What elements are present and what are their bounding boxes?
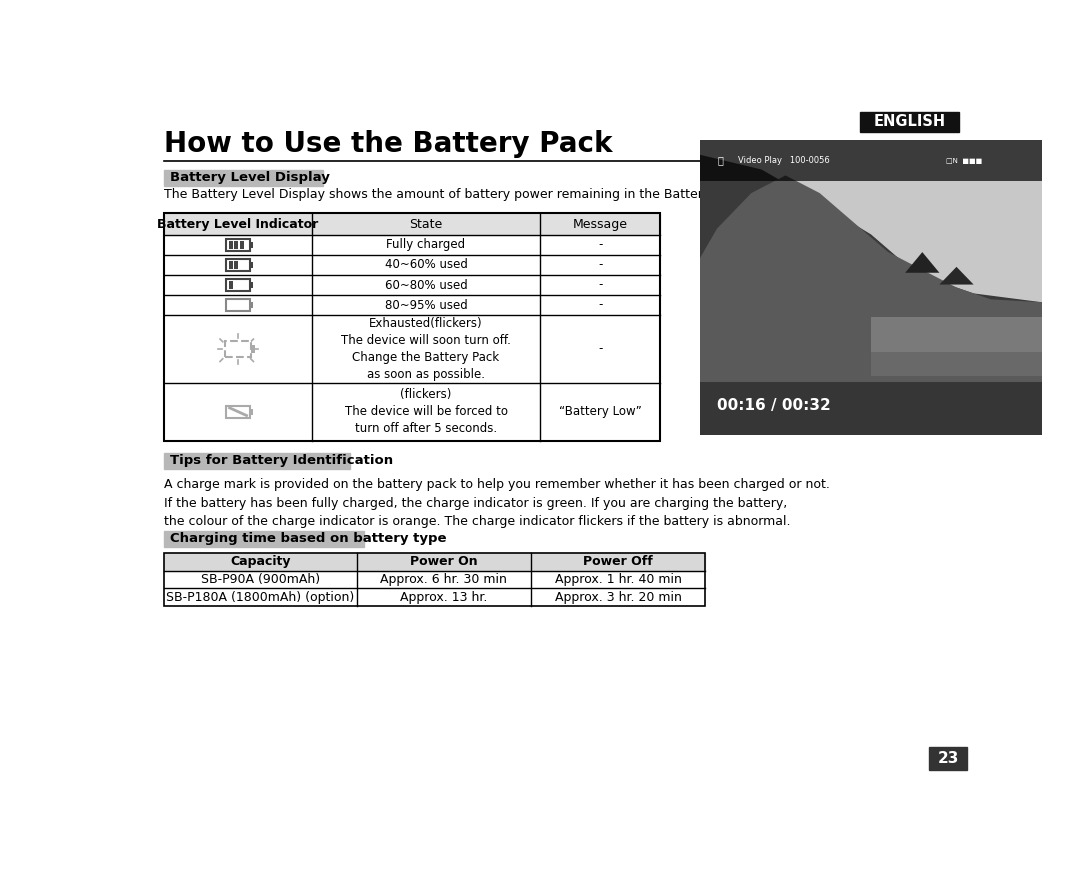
Bar: [249, 408, 253, 414]
Bar: [164, 213, 661, 441]
Text: Fully charged: Fully charged: [387, 238, 465, 252]
Text: 80~95% used: 80~95% used: [384, 298, 468, 312]
Bar: [700, 140, 1042, 317]
Polygon shape: [905, 252, 940, 273]
Bar: [164, 553, 705, 606]
Bar: [164, 531, 364, 546]
Text: 00:16 / 00:32: 00:16 / 00:32: [717, 398, 831, 413]
Text: How to Use the Battery Pack: How to Use the Battery Pack: [164, 130, 613, 158]
Bar: [234, 241, 238, 249]
Bar: [870, 317, 1042, 352]
Bar: [229, 281, 232, 289]
Text: 40~60% used: 40~60% used: [384, 259, 468, 272]
Text: □N  ■■■: □N ■■■: [946, 158, 983, 164]
Text: -: -: [598, 298, 603, 312]
Bar: [249, 242, 253, 248]
Text: ⦾: ⦾: [717, 156, 723, 165]
Polygon shape: [700, 175, 1042, 435]
Text: SB-P180A (1800mAh) (option): SB-P180A (1800mAh) (option): [166, 590, 354, 604]
Text: State: State: [409, 217, 443, 231]
Text: Battery Level Indicator: Battery Level Indicator: [158, 217, 319, 231]
Text: Power On: Power On: [410, 555, 477, 568]
Bar: [227, 299, 249, 312]
Text: Battery Level Display: Battery Level Display: [170, 171, 329, 184]
Text: Tips for Battery Identification: Tips for Battery Identification: [170, 454, 393, 467]
Bar: [164, 553, 705, 570]
Bar: [860, 112, 959, 132]
Bar: [225, 341, 252, 356]
Bar: [700, 140, 1042, 181]
Text: “Battery Low”: “Battery Low”: [559, 405, 642, 418]
Text: Approx. 3 hr. 20 min: Approx. 3 hr. 20 min: [555, 590, 681, 604]
Text: Capacity: Capacity: [230, 555, 291, 568]
Text: -: -: [598, 278, 603, 291]
Bar: [164, 170, 323, 186]
Text: Approx. 13 hr.: Approx. 13 hr.: [401, 590, 487, 604]
Bar: [700, 382, 1042, 435]
Text: ENGLISH: ENGLISH: [873, 114, 945, 129]
Bar: [930, 747, 967, 770]
Text: (flickers)
The device will be forced to
turn off after 5 seconds.: (flickers) The device will be forced to …: [345, 388, 508, 436]
Text: Exhausted(flickers)
The device will soon turn off.
Change the Battery Pack
as so: Exhausted(flickers) The device will soon…: [341, 317, 511, 381]
Text: A charge mark is provided on the battery pack to help you remember whether it ha: A charge mark is provided on the battery…: [164, 478, 831, 528]
Bar: [164, 453, 350, 469]
Polygon shape: [940, 267, 973, 284]
Text: Power Off: Power Off: [583, 555, 653, 568]
Bar: [240, 241, 243, 249]
Bar: [227, 279, 249, 291]
Bar: [229, 241, 232, 249]
Text: Charging time based on battery type: Charging time based on battery type: [170, 532, 446, 546]
Bar: [234, 261, 238, 269]
Text: Approx. 6 hr. 30 min: Approx. 6 hr. 30 min: [380, 573, 508, 586]
Bar: [227, 406, 249, 418]
Text: The Battery Level Display shows the amount of battery power remaining in the Bat: The Battery Level Display shows the amou…: [164, 187, 747, 201]
Bar: [700, 317, 1042, 435]
Text: -: -: [598, 342, 603, 356]
Text: SB-P90A (900mAh): SB-P90A (900mAh): [201, 573, 320, 586]
Text: Message: Message: [572, 217, 627, 231]
Text: Approx. 1 hr. 40 min: Approx. 1 hr. 40 min: [555, 573, 681, 586]
Text: -: -: [598, 259, 603, 272]
Bar: [227, 259, 249, 271]
Bar: [252, 345, 255, 353]
Text: 23: 23: [937, 751, 959, 766]
Text: -: -: [598, 238, 603, 252]
Text: Video Play   100-0056: Video Play 100-0056: [738, 156, 829, 165]
Bar: [249, 282, 253, 288]
Bar: [164, 213, 661, 235]
Polygon shape: [700, 155, 1042, 435]
Bar: [870, 352, 1042, 376]
Bar: [227, 238, 249, 251]
Bar: [229, 261, 232, 269]
Text: 60~80% used: 60~80% used: [384, 278, 468, 291]
Bar: [249, 302, 253, 308]
Bar: [249, 262, 253, 268]
